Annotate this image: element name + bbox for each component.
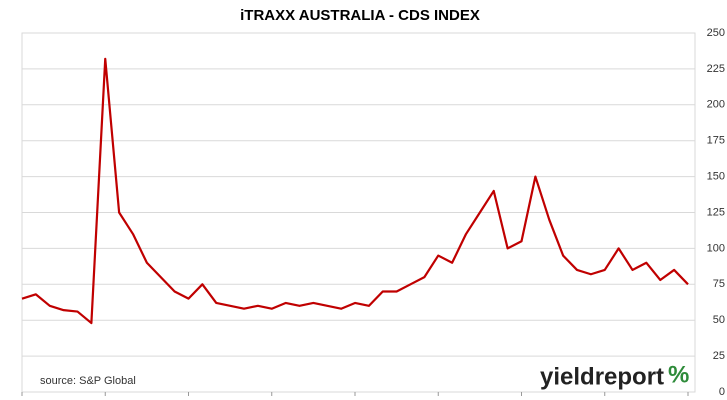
y-tick-label: 125: [707, 206, 725, 218]
y-tick-label: 50: [713, 314, 725, 326]
y-tick-label: 25: [713, 350, 725, 362]
logo-symbol: %: [668, 361, 689, 388]
y-tick-label: 175: [707, 135, 725, 147]
y-tick-label: 150: [707, 171, 725, 183]
data-line: [21, 57, 689, 325]
chart-title: iTRAXX AUSTRALIA - CDS INDEX: [240, 7, 480, 24]
y-tick-label: 250: [707, 27, 725, 39]
y-tick-label: 100: [707, 242, 725, 254]
y-tick-label: 225: [707, 63, 725, 75]
y-tick-label: 200: [707, 99, 725, 111]
y-tick-label: 0: [719, 386, 725, 398]
logo-text: yieldreport: [540, 363, 664, 390]
source-note: source: S&P Global: [40, 375, 136, 387]
y-tick-label: 75: [713, 278, 725, 290]
